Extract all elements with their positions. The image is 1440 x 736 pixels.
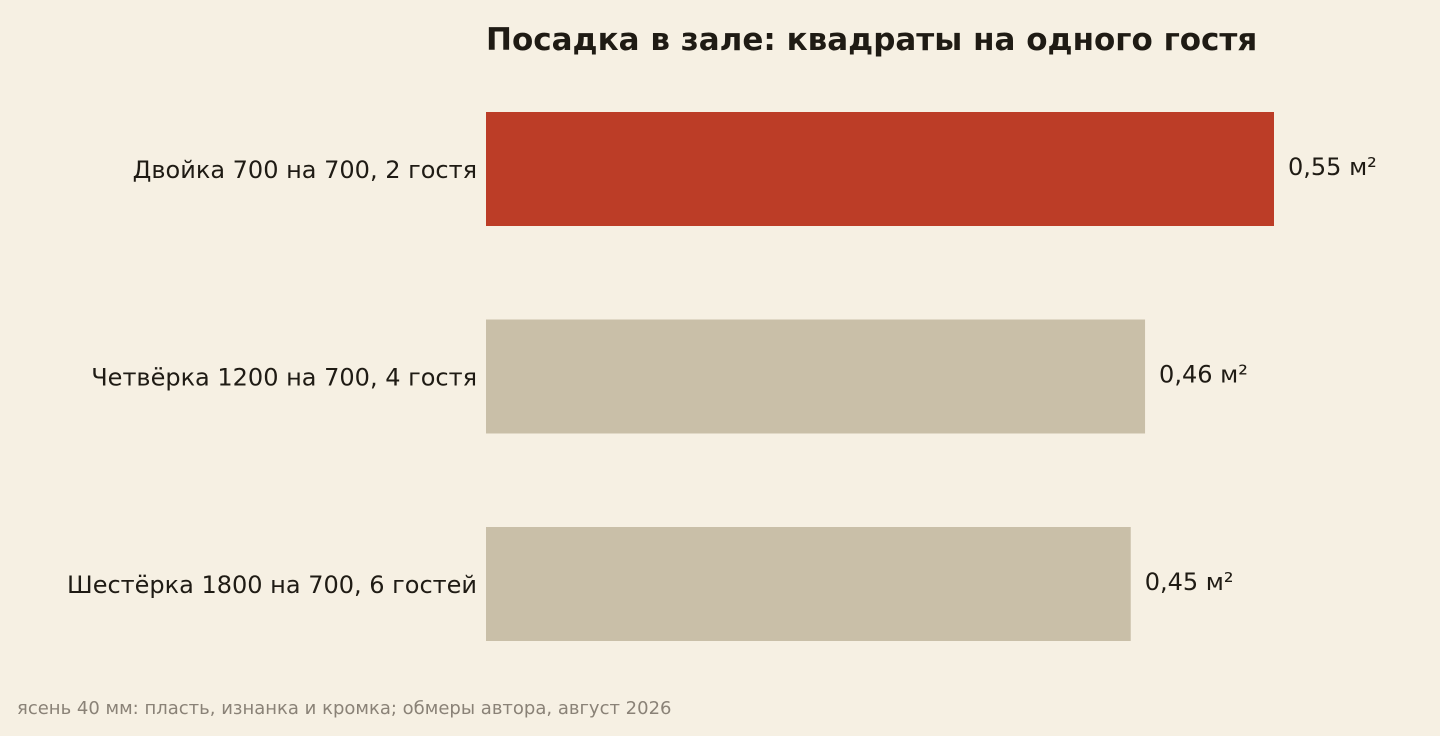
- bar-2: [486, 319, 1146, 434]
- chart-title: Посадка в зале: квадраты на одного гостя: [486, 22, 1257, 58]
- chart-footnote: ясень 40 мм: пласть, изнанка и кромка; о…: [17, 698, 672, 719]
- value-label-1: 0,55 м²: [1288, 153, 1377, 181]
- category-label-3: Шестёрка 1800 на 700, 6 гостей: [67, 571, 477, 599]
- category-labels-layer: Двойка 700 на 700, 2 гостя Четвёрка 1200 …: [67, 156, 477, 599]
- bars-layer: [486, 112, 1274, 641]
- value-label-2: 0,46 м²: [1159, 361, 1248, 389]
- value-label-3: 0,45 м²: [1145, 568, 1234, 596]
- value-labels-layer: 0,55 м² 0,46 м² 0,45 м²: [1145, 153, 1377, 596]
- bar-3: [486, 527, 1131, 641]
- bar-1: [486, 112, 1274, 226]
- category-label-2: Четвёрка 1200 на 700, 4 гостя: [91, 364, 477, 392]
- category-label-1: Двойка 700 на 700, 2 гостя: [133, 156, 477, 184]
